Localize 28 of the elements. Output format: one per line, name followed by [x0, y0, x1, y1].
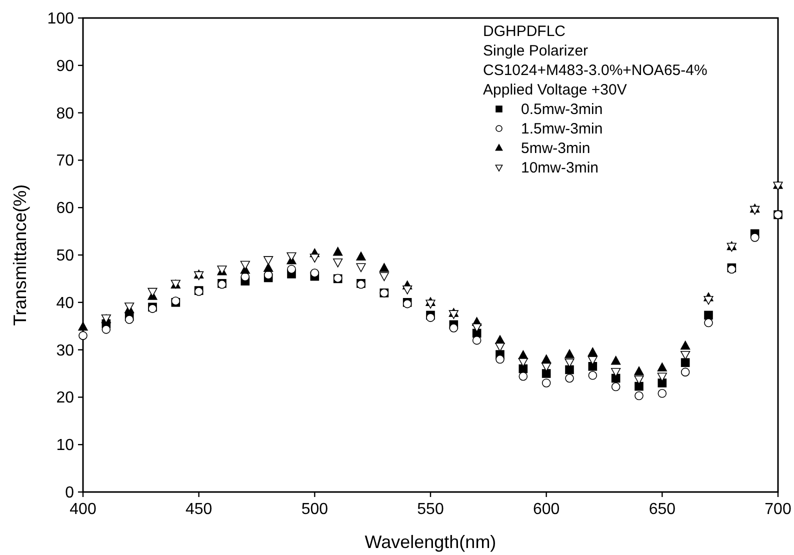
x-tick-label: 450	[185, 501, 212, 518]
annotation: CS1024+M483-3.0%+NOA65-4%	[483, 62, 708, 79]
x-axis-title: Wavelength(nm)	[364, 532, 496, 552]
annotation: DGHPDFLC	[483, 23, 566, 40]
x-tick-label: 500	[301, 501, 328, 518]
y-tick-label: 40	[56, 294, 74, 312]
x-tick-label: 550	[417, 501, 444, 518]
y-tick-label: 80	[56, 105, 74, 122]
legend-label: 10mw-3min	[521, 160, 599, 176]
y-tick-label: 90	[56, 58, 74, 75]
legend-label: 1.5mw-3min	[521, 120, 603, 138]
x-tick-label: 600	[532, 501, 560, 518]
legend-label: 0.5mw-3min	[521, 101, 603, 118]
y-tick-label: 0	[65, 484, 74, 502]
y-tick-label: 50	[56, 248, 74, 264]
annotation: Single Polarizer	[483, 42, 588, 60]
legend-label: 5mw-3min	[521, 140, 590, 157]
y-tick-label: 60	[56, 200, 74, 218]
annotation: Applied Voltage +30V	[483, 82, 627, 98]
y-tick-label: 10	[56, 437, 74, 454]
y-tick-label: 70	[56, 152, 74, 170]
x-tick-label: 400	[70, 501, 96, 518]
y-axis-title: Transmittance(%)	[10, 184, 30, 326]
x-tick-label: 650	[648, 501, 676, 518]
y-tick-label: 20	[56, 390, 74, 407]
y-tick-label: 30	[56, 342, 74, 360]
y-tick-label: 100	[47, 10, 74, 28]
x-tick-label: 700	[764, 501, 792, 518]
